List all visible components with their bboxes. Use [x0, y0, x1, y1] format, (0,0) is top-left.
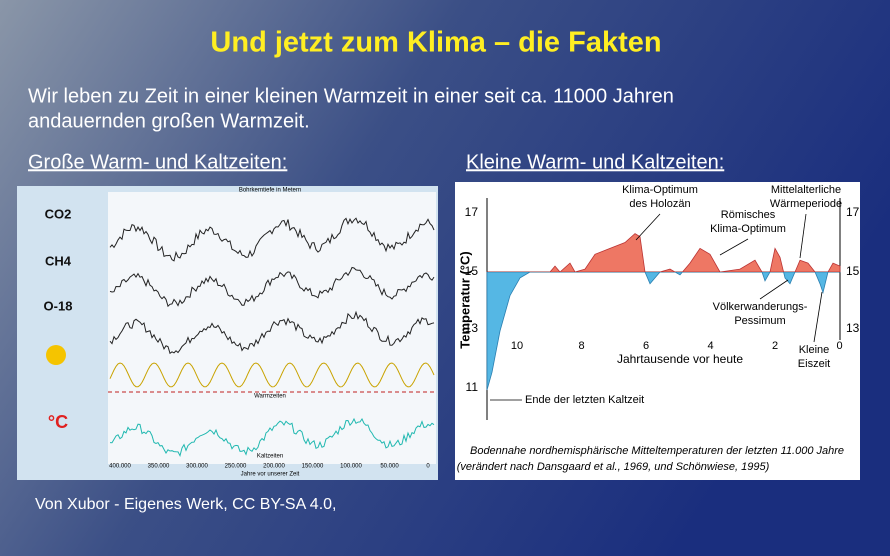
x-tick-label: 350.000 [148, 464, 170, 470]
annotation: Klima-Optimum [710, 223, 786, 235]
x-tick-label: 250.000 [225, 464, 247, 470]
band-label: Kaltzeiten [257, 454, 283, 460]
x-tick-label: 150.000 [302, 464, 324, 470]
intro-line: andauernden großen Warmzeit. [28, 110, 310, 132]
x-tick-label: 6 [643, 340, 649, 352]
left-heading: Große Warm- und Kaltzeiten: [28, 151, 287, 173]
x-tick-label: 0 [836, 340, 842, 352]
annotation: Ende der letzten Kaltzeit [525, 394, 644, 406]
y-tick-label: 15 [465, 264, 479, 278]
y-tick-label: 11 [466, 380, 479, 394]
annotation: Römisches [721, 209, 776, 221]
x-tick-label: 8 [578, 340, 584, 352]
x-tick-label: 400.000 [109, 464, 131, 470]
proxy-curve [109, 362, 435, 388]
x-tick-label: 2 [772, 340, 778, 352]
credit: Von Xubor - Eigenes Werk, CC BY-SA 4.0, [35, 496, 337, 513]
band-label: Warmzeiten [254, 394, 286, 400]
x-tick-label: 100.000 [340, 464, 362, 470]
annotation-arrow [799, 213, 807, 259]
proxy-label: CO2 [45, 206, 72, 221]
annotation: Wärmeperiode [770, 198, 842, 210]
annotation: Mittelalterliche [771, 184, 841, 196]
x-axis-label: Jahrtausende vor heute [617, 352, 743, 366]
slide-title: Und jetzt zum Klima – die Fakten [210, 27, 661, 59]
caption: Bodennahe nordhemisphärische Mitteltempe… [470, 445, 844, 457]
annotation-arrow [813, 291, 823, 343]
annotation: Eiszeit [798, 358, 830, 370]
intro-line: Wir leben zu Zeit in einer kleinen Warmz… [28, 85, 674, 107]
y-tick-label-right: 17 [846, 205, 860, 219]
x-tick-label: 4 [707, 340, 713, 352]
y-axis-label: Temperatur (°C) [457, 251, 472, 348]
y-tick-label-right: 13 [846, 321, 860, 335]
y-tick-label: 13 [465, 321, 479, 335]
x-tick-label: 200.000 [263, 464, 285, 470]
axis-label: Jahre vor unserer Zeit [241, 472, 300, 478]
warm-area [486, 233, 841, 272]
annotation: Pessimum [734, 315, 785, 327]
annotation: des Holozän [629, 198, 690, 210]
x-tick-label: 300.000 [186, 464, 208, 470]
plot-area [108, 192, 436, 464]
caption: (verändert nach Dansgaard et al., 1969, … [457, 461, 770, 473]
proxy-curve [109, 266, 435, 308]
proxy-curve [109, 217, 435, 262]
x-tick-label: 50.000 [380, 464, 399, 470]
x-tick-label: 0 [426, 464, 430, 470]
axis-label: Bohrkerntiefe in Metern [239, 188, 301, 194]
right-figure: Temperatur (°C) Jahrtausende vor heute B… [455, 182, 860, 480]
proxy-curve [109, 310, 435, 355]
x-tick-label: 10 [511, 340, 523, 352]
annotation: Völkerwanderungs- [713, 301, 808, 313]
y-tick-label: 17 [465, 205, 479, 219]
proxy-curve [109, 417, 435, 457]
left-figure: Bohrkerntiefe in Metern Warmzeiten Kaltz… [17, 186, 438, 480]
sun-icon [46, 345, 66, 365]
proxy-label: CH4 [45, 253, 72, 268]
proxy-label: O-18 [44, 298, 73, 313]
y-tick-label-right: 15 [846, 264, 860, 278]
right-heading: Kleine Warm- und Kaltzeiten: [466, 151, 724, 173]
annotation-arrow [635, 213, 661, 241]
figure-frame [455, 182, 860, 480]
annotation: Klima-Optimum [622, 184, 698, 196]
proxy-label: °C [48, 412, 68, 432]
annotation-arrow [759, 279, 789, 300]
annotation-arrow [719, 238, 749, 256]
annotation: Kleine [799, 344, 830, 356]
